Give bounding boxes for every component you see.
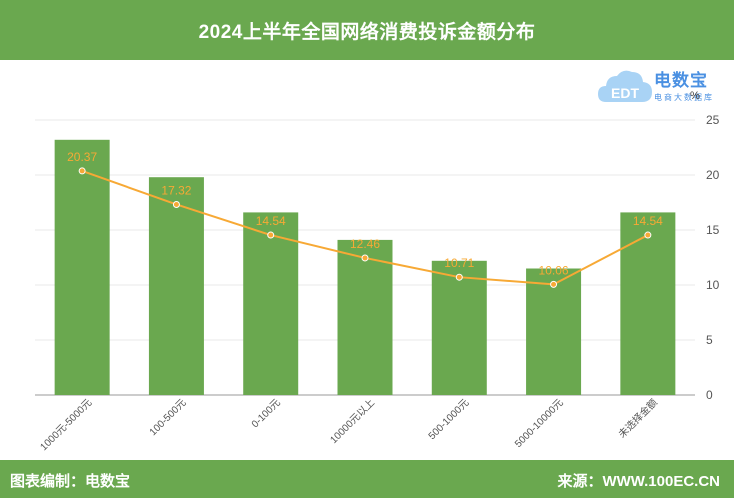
- x-tick-label: 10000元以上: [328, 397, 377, 446]
- x-tick-label: 0-100元: [250, 397, 283, 430]
- footer-credit: 图表编制：电数宝: [10, 473, 131, 490]
- logo-brand: 电数宝: [654, 71, 708, 90]
- bar: [243, 212, 299, 395]
- y-tick-label: 10: [706, 278, 720, 292]
- x-tick-label: 100-500元: [148, 397, 189, 438]
- line-point: [550, 280, 558, 288]
- data-label: 17.32: [161, 183, 191, 197]
- line-point: [644, 231, 652, 239]
- data-label: 12.46: [350, 237, 380, 251]
- x-tick-label: 1000元-5000元: [39, 397, 95, 453]
- data-label: 14.54: [633, 214, 663, 228]
- y-tick-label: 15: [706, 223, 720, 237]
- chart-title: 2024上半年全国网络消费投诉金额分布: [198, 21, 536, 43]
- logo-cloud-text: EDT: [611, 85, 639, 101]
- footer-source: 来源：WWW.100EC.CN: [557, 473, 720, 490]
- y-tick-label: 5: [706, 333, 713, 347]
- unit-label: %: [690, 90, 700, 102]
- line-point: [455, 273, 463, 281]
- line-point: [78, 167, 86, 175]
- y-tick-label: 20: [706, 168, 720, 182]
- line-point: [267, 231, 275, 239]
- bar: [431, 260, 487, 395]
- bar: [526, 268, 582, 395]
- data-label: 20.37: [67, 150, 97, 164]
- x-tick-label: 未选择金额: [615, 396, 660, 441]
- x-tick-label: 500-1000元: [427, 397, 472, 442]
- bar: [620, 212, 676, 395]
- logo: EDT 电数宝 电商大数据库: [596, 64, 728, 110]
- data-label: 14.54: [256, 214, 286, 228]
- line-point: [361, 254, 369, 262]
- chart-footer: 图表编制：电数宝 来源：WWW.100EC.CN: [0, 460, 734, 498]
- bar: [54, 139, 110, 395]
- x-tick-label: 5000-10000元: [513, 397, 566, 450]
- bar: [148, 177, 204, 395]
- y-tick-label: 0: [706, 388, 713, 402]
- chart-header: 2024上半年全国网络消费投诉金额分布: [0, 0, 734, 60]
- y-tick-label: 25: [706, 113, 720, 127]
- line-point: [172, 200, 180, 208]
- cloud-logo-icon: EDT: [598, 70, 652, 102]
- data-label: 10.06: [539, 263, 569, 277]
- logo-subtitle: 电商大数据库: [654, 93, 714, 102]
- bar: [337, 239, 393, 395]
- data-label: 10.71: [444, 256, 474, 270]
